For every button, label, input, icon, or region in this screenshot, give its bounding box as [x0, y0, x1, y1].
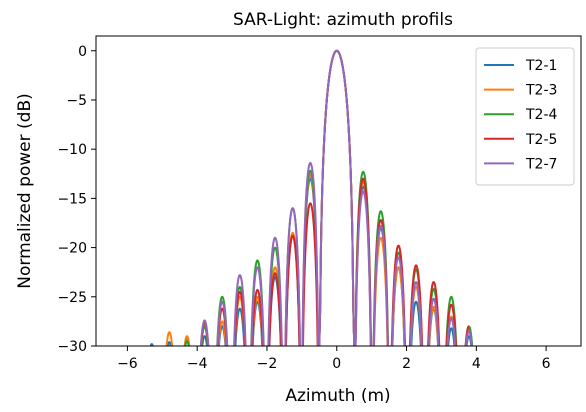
x-tick-label: 6 — [542, 356, 551, 372]
y-tick-label: −20 — [57, 241, 87, 257]
plot-frame — [95, 35, 582, 347]
y-tick-label: −10 — [57, 142, 87, 158]
x-tick-label: 2 — [402, 356, 411, 372]
plot-lines — [149, 49, 474, 346]
x-tick-label: −2 — [257, 356, 278, 372]
chart-title: SAR-Light: azimuth profils — [233, 10, 453, 30]
legend-entry-label: T2-1 — [525, 58, 557, 74]
legend-entry-label: T2-3 — [525, 83, 557, 99]
legend-entry-label: T2-5 — [525, 132, 557, 148]
legend: T2-1 T2-3 T2-4 T2-5 T2-7 — [475, 47, 575, 186]
x-tick-label: 0 — [332, 356, 341, 372]
legend-entry-label: T2-4 — [525, 107, 558, 123]
legend-box — [475, 47, 575, 186]
y-tick-label: −25 — [57, 290, 87, 306]
y-axis-label: Normalized power (dB) — [15, 93, 35, 288]
x-axis-ticks: −6 −4 −2 0 2 4 6 — [117, 346, 551, 372]
y-tick-label: −5 — [66, 93, 87, 109]
y-axis-ticks: 0 −5 −10 −15 −20 −25 −30 — [57, 44, 96, 355]
y-tick-label: 0 — [78, 44, 87, 60]
x-tick-label: −4 — [187, 356, 208, 372]
y-tick-label: −30 — [57, 339, 87, 355]
x-axis-label: Azimuth (m) — [285, 386, 390, 406]
series-line-t2-7 — [199, 49, 473, 346]
x-tick-label: −6 — [117, 356, 138, 372]
x-tick-label: 4 — [472, 356, 481, 372]
y-tick-label: −15 — [57, 191, 87, 207]
legend-entry-label: T2-7 — [525, 156, 557, 172]
